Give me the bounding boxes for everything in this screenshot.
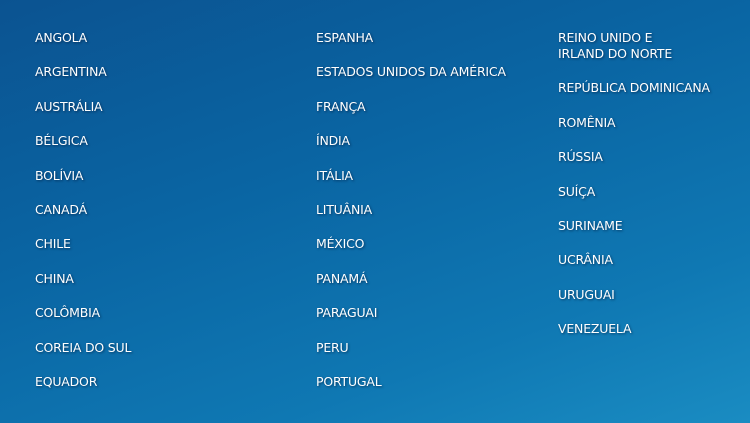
country-item[interactable]: CANADÁ <box>35 201 87 217</box>
country-item[interactable]: REPÚBLICA DOMINICANA <box>558 80 710 96</box>
country-item[interactable]: LITUÂNIA <box>316 201 372 217</box>
country-item[interactable]: RÚSSIA <box>558 149 603 165</box>
country-item[interactable]: COLÔMBIA <box>35 305 100 321</box>
country-item[interactable]: REINO UNIDO E IRLAND DO NORTE <box>558 30 673 61</box>
country-item[interactable]: BÉLGICA <box>35 133 88 149</box>
country-item[interactable]: UCRÂNIA <box>558 252 613 268</box>
country-item[interactable]: ROMÊNIA <box>558 114 616 130</box>
country-item[interactable]: ITÁLIA <box>316 167 353 183</box>
country-item[interactable]: ANGOLA <box>35 30 88 45</box>
country-item[interactable]: MÉXICO <box>316 236 365 252</box>
country-item[interactable]: COREIA DO SUL <box>35 339 132 355</box>
country-item[interactable]: PORTUGAL <box>316 373 382 389</box>
country-item[interactable]: ÍNDIA <box>316 133 350 149</box>
country-item[interactable]: URUGUAI <box>558 286 615 302</box>
country-item[interactable]: EQUADOR <box>35 373 98 389</box>
country-item[interactable]: CHINA <box>35 270 74 286</box>
country-column-3: REINO UNIDO E IRLAND DO NORTE REPÚBLICA D… <box>558 30 710 356</box>
country-item[interactable]: PERU <box>316 339 349 355</box>
country-column-1: ANGOLA ARGENTINA AUSTRÁLIA BÉLGICA BOLÍVIA CA… <box>35 30 131 408</box>
country-item[interactable]: VENEZUELA <box>558 321 632 337</box>
country-column-2: ESPANHA ESTADOS UNIDOS DA AMÉRICA FRANÇA ÍN… <box>316 30 506 408</box>
country-item[interactable]: BOLÍVIA <box>35 167 84 183</box>
country-item[interactable]: FRANÇA <box>316 98 366 114</box>
country-item[interactable]: PARAGUAI <box>316 305 378 321</box>
country-item[interactable]: CHILE <box>35 236 71 252</box>
country-item[interactable]: SUÍÇA <box>558 183 596 199</box>
country-item[interactable]: ESPANHA <box>316 30 374 45</box>
country-item[interactable]: ESTADOS UNIDOS DA AMÉRICA <box>316 64 506 80</box>
country-item[interactable]: SURINAME <box>558 217 623 233</box>
country-item[interactable]: AUSTRÁLIA <box>35 98 103 114</box>
country-item[interactable]: ARGENTINA <box>35 64 107 80</box>
country-item[interactable]: PANAMÁ <box>316 270 368 286</box>
